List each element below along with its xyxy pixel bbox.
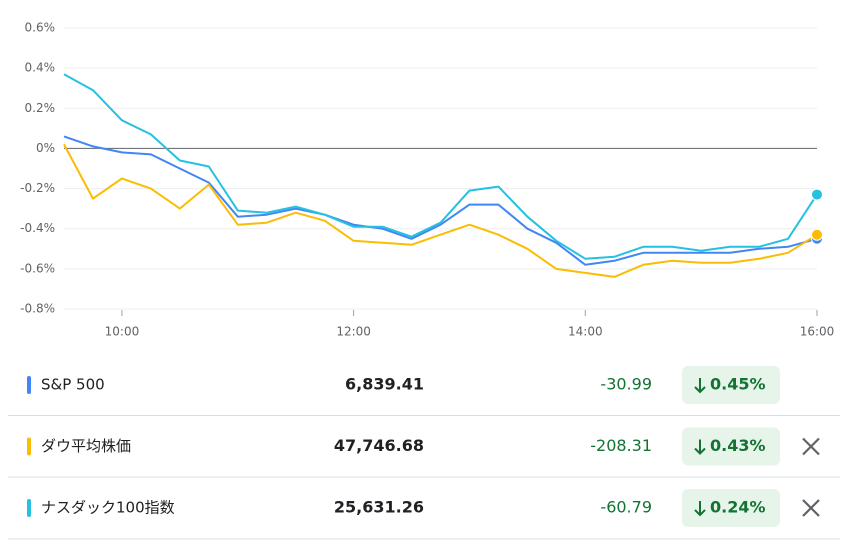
x-tick-label: 12:00 [336,325,371,339]
index-value: 6,839.41 [345,375,424,394]
down-arrow [694,501,706,517]
index-change: -30.99 [600,375,652,394]
remove-button[interactable] [802,499,820,517]
y-tick-label: 0.4% [25,61,56,75]
color-bar [27,499,31,517]
percent-badge [682,427,780,466]
y-tick-label: 0.6% [25,21,56,35]
y-tick-label: -0.6% [20,261,55,275]
index-name: S&P 500 [41,376,105,394]
down-arrow [694,439,706,455]
index-name: ナスダック100指数 [41,499,175,517]
y-tick-label: 0.2% [25,101,56,115]
y-tick-label: -0.2% [20,181,55,195]
percent-badge [682,489,780,527]
index-change: -208.31 [590,436,652,455]
series-line [63,143,818,278]
x-tick-label: 10:00 [105,325,140,339]
down-arrow [694,378,706,394]
percent-change: 0.43% [710,436,766,455]
y-tick-label: -0.8% [20,302,55,316]
percent-change: 0.45% [710,375,766,394]
index-value: 25,631.26 [334,498,424,517]
x-tick-label: 14:00 [568,325,603,339]
percent-change: 0.24% [710,498,766,517]
series-line [63,135,818,266]
color-bar [27,376,31,394]
index-change: -60.79 [600,498,652,517]
end-dot [811,188,823,201]
series-line [63,73,818,260]
index-name: ダウ平均株価 [41,437,131,455]
end-dot [811,228,823,241]
percent-badge [682,366,780,404]
y-tick-label: -0.4% [20,221,55,235]
x-tick-label: 16:00 [800,325,835,339]
y-tick-label: 0% [36,141,55,155]
color-bar [27,437,31,456]
index-value: 47,746.68 [334,436,424,455]
remove-button[interactable] [802,437,820,456]
